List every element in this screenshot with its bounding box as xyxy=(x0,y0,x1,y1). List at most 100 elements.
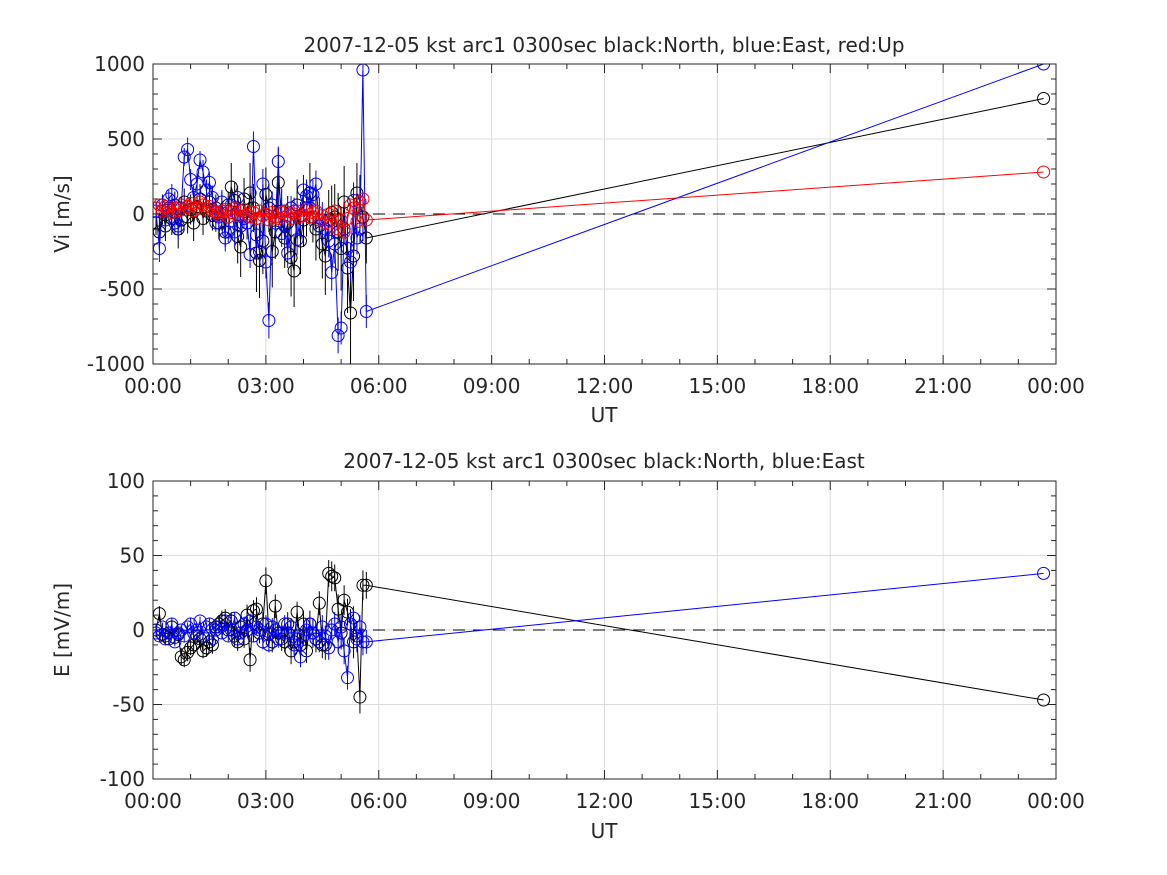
velocity-series-2-point xyxy=(312,213,326,227)
efield-series-1-point xyxy=(171,626,185,640)
efield-series-1-point xyxy=(284,620,298,634)
efield-series-1-point xyxy=(290,632,304,646)
efield-series-1-point xyxy=(256,635,270,649)
efield-series-1-point xyxy=(271,632,285,646)
efield-xtick-label: 06:00 xyxy=(350,789,408,813)
velocity-series-2-point xyxy=(190,201,204,215)
velocity-series-1-point xyxy=(344,255,358,269)
velocity-series-2 xyxy=(153,165,1051,239)
efield-ytick-label: 0 xyxy=(132,618,145,642)
efield-series-0-point xyxy=(290,605,304,619)
velocity-series-2-point xyxy=(268,210,282,224)
velocity-series-1-point xyxy=(221,225,235,239)
velocity-ytick-label: -500 xyxy=(100,277,145,301)
efield-plot: 2007-12-05 kst arc1 0300sec black:North,… xyxy=(50,449,1085,843)
velocity-xtick-label: 09:00 xyxy=(463,374,521,398)
velocity-series-1-point xyxy=(249,228,263,242)
efield-ytick-label: 50 xyxy=(120,544,145,568)
velocity-series-2-point xyxy=(318,216,332,230)
velocity-series-2-point xyxy=(359,213,373,227)
efield-series-1-point xyxy=(177,629,191,643)
efield-series-0-point xyxy=(174,650,188,664)
efield-series-1-point xyxy=(315,620,329,634)
efield-plot-title: 2007-12-05 kst arc1 0300sec black:North,… xyxy=(343,449,865,473)
efield-series-0-point xyxy=(331,602,345,616)
efield-series-1-point xyxy=(228,611,242,625)
velocity-series-1-point xyxy=(325,266,339,279)
efield-series-1-point xyxy=(231,632,245,646)
velocity-series-1-point xyxy=(309,177,323,191)
efield-xtick-label: 09:00 xyxy=(463,789,521,813)
velocity-series-2-point xyxy=(344,198,358,212)
velocity-ytick-label: 1000 xyxy=(94,52,145,76)
efield-series-1-point xyxy=(359,635,373,649)
efield-series-0-point xyxy=(328,571,342,585)
efield-series-1-line xyxy=(155,572,1044,678)
efield-series-1-point xyxy=(209,623,223,637)
efield-series-1-point xyxy=(262,638,276,652)
velocity-series-2-point xyxy=(287,207,301,221)
velocity-series-1-line xyxy=(155,64,1044,336)
velocity-frame xyxy=(152,63,1057,365)
velocity-series-1-point xyxy=(184,173,198,186)
efield-series-1-point xyxy=(259,617,273,631)
velocity-series-2-point xyxy=(271,212,285,225)
velocity-series-2-point xyxy=(184,197,198,210)
efield-series-1-point xyxy=(341,671,355,685)
efield-series-1-point xyxy=(234,626,248,640)
efield-ytick-label: 100 xyxy=(107,469,145,493)
efield-series-1-point xyxy=(334,620,348,634)
velocity-series-1-point xyxy=(259,255,273,269)
velocity-series-1-point xyxy=(165,188,179,201)
velocity-series-1-point xyxy=(353,222,367,236)
velocity-series-2-point xyxy=(275,206,289,219)
velocity-series-1 xyxy=(153,64,1051,354)
efield-series-0-point xyxy=(359,578,373,592)
efield-plot-xlabel: UT xyxy=(591,819,619,843)
efield-series-0-point xyxy=(268,599,282,613)
efield-series-1-point xyxy=(350,632,364,646)
velocity-series-2-point xyxy=(252,204,266,218)
velocity-series-1-point xyxy=(1037,64,1051,71)
velocity-series-2-point xyxy=(356,192,370,206)
velocity-series-0-point xyxy=(243,186,257,200)
efield-series-0-point xyxy=(356,578,370,592)
efield-ytick-label: -100 xyxy=(100,767,145,791)
efield-series-1-point xyxy=(237,617,251,631)
velocity-series-2-point xyxy=(246,206,260,219)
velocity-series-2-point xyxy=(168,201,182,215)
efield-series-1-point xyxy=(215,626,229,640)
velocity-series-1-point xyxy=(252,245,266,258)
velocity-series-2-point xyxy=(300,203,314,216)
efield-series-1-point xyxy=(265,620,279,634)
velocity-series-2-point xyxy=(155,204,169,218)
efield-series-1-point xyxy=(328,617,342,631)
efield-series-1-point xyxy=(337,644,351,658)
velocity-series-1-point xyxy=(256,177,270,191)
velocity-series-1-point xyxy=(193,153,207,167)
velocity-plot-xlabel: UT xyxy=(591,403,619,427)
velocity-series-1-point xyxy=(356,64,370,77)
velocity-series-2-point xyxy=(290,204,304,218)
velocity-series-2-point xyxy=(337,225,351,239)
velocity-series-2-point xyxy=(243,210,257,224)
efield-series-1-point xyxy=(1037,566,1051,580)
efield-series-1-point xyxy=(300,623,314,637)
efield-series-1-point xyxy=(221,629,235,643)
velocity-series-0-point xyxy=(287,264,301,278)
efield-series-1-point xyxy=(347,611,361,625)
efield-series-0-point xyxy=(284,644,298,658)
velocity-series-2-point xyxy=(187,204,201,218)
velocity-series-1-point xyxy=(168,216,182,230)
velocity-plot-title: 2007-12-05 kst arc1 0300sec black:North,… xyxy=(303,33,904,57)
efield-series-0-point xyxy=(177,653,191,667)
efield-series-1-point xyxy=(268,623,282,637)
velocity-xtick-label: 12:00 xyxy=(576,374,634,398)
efield-series-1-point xyxy=(196,629,210,643)
efield-series-1-point xyxy=(322,641,336,655)
velocity-series-2-point xyxy=(259,207,273,221)
efield-xtick-label: 03:00 xyxy=(237,789,295,813)
velocity-ticks xyxy=(152,63,1057,365)
velocity-ytick-label: 0 xyxy=(132,202,145,226)
